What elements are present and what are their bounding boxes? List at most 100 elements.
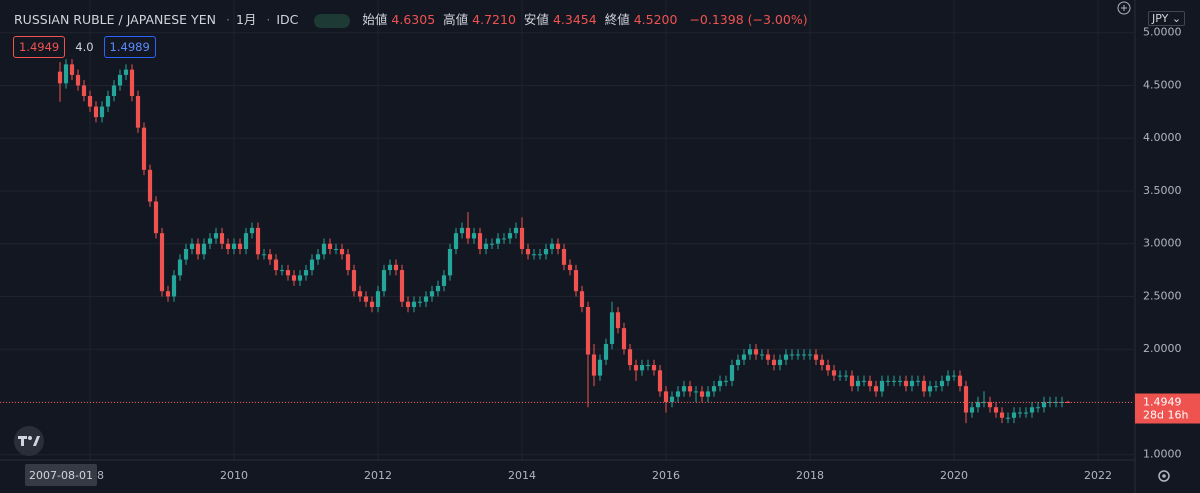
candle-body [519,227,525,249]
candle-body [477,233,483,249]
candle-body [405,301,411,308]
candle-body [285,270,291,276]
symbol-legend: RUSSIAN RUBLE / JAPANESE YEN · 1月 · IDC 始値 4.… [14,12,808,28]
candle-body [291,275,297,281]
candle-body [303,270,309,276]
candle-body [327,243,333,249]
y-tick-label: 4.5000 [1143,78,1182,91]
candle-body [855,380,861,387]
candle-body [1017,412,1023,414]
y-tick-label: 2.5000 [1143,289,1182,302]
candle-body [279,270,285,272]
candle-body [663,391,669,402]
candle-body [657,370,663,392]
y-tick-label: 3.5000 [1143,184,1182,197]
crosshair-date: 2007-08-01 [29,469,93,482]
candle-body [345,254,351,271]
candle-body [987,401,993,408]
y-tick-label: 4.0000 [1143,131,1182,144]
candle-body [495,238,501,244]
candle-body [597,359,603,376]
candle-body [879,380,885,392]
candle-body [387,264,393,271]
candle-body [333,248,339,250]
candle-body [393,264,399,271]
candle-body [351,270,357,292]
candle-body [267,254,273,260]
candle-body [699,391,705,397]
legend-label: 始値 [362,12,388,27]
candle-body [237,243,243,249]
candle-body [147,169,153,202]
candle-body [243,233,249,249]
candle-body [87,96,93,107]
candle-body [513,227,519,234]
candle-body [927,386,933,392]
candle-body [489,243,495,245]
candle-body [189,243,195,249]
candle-body [549,243,555,249]
candle-body [795,354,801,356]
settings-icon[interactable] [1158,470,1170,482]
candle-body [651,365,657,371]
candle-body [141,127,147,170]
candle-body [357,291,363,297]
candle-body [123,69,129,75]
status-badge [314,13,351,28]
candle-body [69,64,75,75]
candle-body [231,243,237,249]
sell-button[interactable]: 1.4949 [13,36,66,58]
candle-body [609,312,615,344]
candle-body [777,359,783,366]
candle-body [963,386,969,413]
candle-body [435,285,441,292]
candle-body [531,254,537,256]
candle-body [819,359,825,366]
candle-body [909,380,915,387]
y-tick-label: 2.0000 [1143,342,1182,355]
candle-body [75,74,81,86]
currency-selector[interactable]: JPY ⌄ [1148,11,1186,26]
candle-body [261,254,267,256]
candle-body [135,96,141,128]
candle-body [1041,401,1047,408]
candle-body [117,74,123,86]
candle-body [183,248,189,260]
candle-body [363,296,369,302]
candle-body [693,391,699,393]
candle-body [225,243,231,249]
candle-body [633,365,639,371]
candle-body [57,71,63,84]
legend-label: 高値 [443,12,469,27]
zoom-button[interactable] [1117,1,1131,15]
candle-body [783,354,789,360]
candle-body [843,375,849,377]
candle-body [867,380,873,387]
candle-body [441,275,447,286]
candle-body [561,248,567,265]
candle-body [825,365,831,371]
x-tick-label: 2018 [796,469,824,482]
candle-body [93,106,99,118]
last-price-box [1135,393,1200,424]
candle-body [891,380,897,382]
candle-body [525,248,531,255]
candle-body [939,380,945,387]
candle-body [645,365,651,367]
candle-body [615,312,621,329]
buy-button[interactable]: 1.4989 [103,36,156,58]
candle-body [465,227,471,239]
candle-body [81,85,87,97]
candle-body [687,386,693,392]
candle-body [471,233,477,239]
candle-body [249,227,255,234]
candle-body [771,359,777,366]
change: −0.1398 (−3.00%) [689,12,808,27]
candle-body [753,349,759,355]
candle-body [807,354,813,356]
candle-body [945,375,951,381]
candle-body [63,64,69,84]
candle-body [957,375,963,387]
